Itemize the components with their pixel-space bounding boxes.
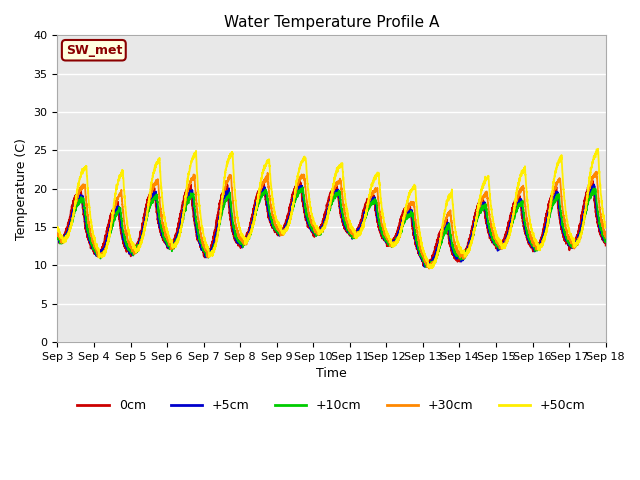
X-axis label: Time: Time [316,367,347,380]
Y-axis label: Temperature (C): Temperature (C) [15,138,28,240]
Title: Water Temperature Profile A: Water Temperature Profile A [224,15,439,30]
Legend: 0cm, +5cm, +10cm, +30cm, +50cm: 0cm, +5cm, +10cm, +30cm, +50cm [72,394,591,417]
Text: SW_met: SW_met [66,44,122,57]
